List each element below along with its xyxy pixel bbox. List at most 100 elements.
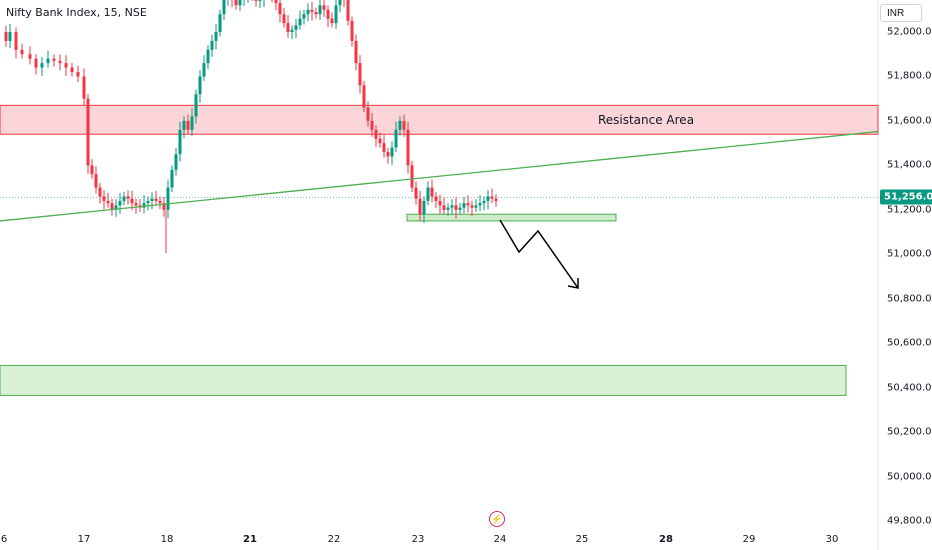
candle-body: [350, 20, 354, 41]
candle-body: [134, 203, 138, 206]
candle-body: [414, 187, 418, 199]
price-tick-label: 50,600.00: [887, 337, 932, 349]
time-tick-label: 28: [659, 534, 673, 545]
arrow-head: [567, 278, 579, 289]
candle-body: [234, 0, 238, 6]
candle-body: [122, 196, 126, 201]
candle-body: [314, 11, 318, 15]
candle-body: [158, 200, 162, 204]
candle-body: [90, 165, 94, 175]
time-tick-label: 23: [411, 534, 425, 545]
candle-body: [430, 187, 434, 197]
candle-body: [28, 54, 32, 59]
time-tick-label: 30: [825, 534, 839, 545]
candle-body: [330, 18, 334, 24]
candle-body: [470, 205, 474, 208]
candle-body: [326, 9, 330, 19]
currency-button[interactable]: INR: [880, 4, 922, 22]
candle-body: [358, 63, 362, 86]
candle-body: [298, 18, 302, 26]
candle-body: [182, 120, 186, 130]
price-tick-label: 50,800.00: [887, 293, 932, 305]
candle-body: [286, 23, 290, 32]
candle-body: [346, 0, 350, 21]
candle-body: [442, 205, 446, 210]
candle-body: [290, 29, 294, 32]
candle-body: [146, 200, 150, 204]
time-tick-label: 22: [327, 534, 341, 545]
support-zone-far: [0, 364, 847, 396]
time-tick-label: 29: [742, 534, 756, 545]
candle-body: [178, 129, 182, 155]
price-tick-label: 51,800.00: [887, 70, 932, 82]
candle-body: [64, 63, 68, 68]
candle-body: [46, 58, 50, 64]
price-tick-label: 52,000.00: [887, 26, 932, 38]
candle-body: [294, 25, 298, 30]
time-tick-label: 21: [243, 534, 257, 545]
price-tick-label: 50,000.00: [887, 471, 932, 483]
candle-body: [106, 200, 110, 204]
candle-body: [366, 107, 370, 121]
price-tick-label: 51,000.00: [887, 248, 932, 260]
candle-body: [402, 120, 406, 130]
candle-body: [206, 49, 210, 64]
candle-body: [318, 5, 322, 15]
candle-body: [40, 63, 44, 68]
time-tick-label: 24: [493, 534, 507, 545]
candle-body: [274, 0, 278, 4]
candle-body: [222, 0, 226, 15]
candle-body: [150, 198, 154, 201]
price-tick-label: 49,800.00: [887, 515, 932, 527]
price-tick-label: 50,400.00: [887, 382, 932, 394]
candle-body: [302, 14, 306, 19]
candle-body: [70, 67, 74, 73]
lightning-icon[interactable]: ⚡: [489, 511, 505, 527]
candle-body: [4, 32, 8, 41]
candle-body: [76, 72, 80, 77]
candle-body: [110, 203, 114, 210]
candle-body: [386, 152, 390, 157]
candle-body: [494, 198, 498, 201]
candle-body: [418, 198, 422, 215]
candle-body: [354, 40, 358, 64]
candle-body: [378, 138, 382, 144]
candle-body: [130, 198, 134, 204]
candle-body: [374, 129, 378, 139]
candle-body: [482, 200, 486, 204]
candle-body: [52, 58, 56, 61]
candle-body: [362, 85, 366, 108]
candle-body: [14, 32, 18, 50]
candle-body: [370, 120, 374, 130]
candle-body: [258, 0, 262, 1]
candle-body: [410, 165, 414, 188]
time-tick-label: 17: [77, 534, 91, 545]
time-tick-label: 25: [575, 534, 589, 545]
candle-body: [86, 98, 90, 166]
symbol-title: Nifty Bank Index, 15, NSE: [6, 6, 147, 19]
candle-body: [20, 49, 24, 55]
candle-body: [450, 205, 454, 208]
candle-body: [434, 196, 438, 201]
candle-body: [422, 200, 426, 215]
candle-body: [218, 14, 222, 32]
candle-body: [94, 174, 98, 188]
candle-body: [186, 120, 190, 130]
candle-body: [474, 205, 478, 208]
candle-body: [58, 60, 62, 64]
candle-body: [210, 40, 214, 50]
support-zone-near: [406, 213, 617, 222]
candle-body: [190, 116, 194, 130]
candle-body: [458, 207, 462, 210]
price-tick-label: 50,200.00: [887, 426, 932, 438]
candle-body: [438, 200, 442, 206]
candle-body: [490, 196, 494, 199]
candle-body: [338, 0, 342, 6]
candle-body: [118, 200, 122, 206]
time-tick-label: 6: [0, 534, 8, 545]
candle-body: [486, 196, 490, 201]
candle-body: [446, 207, 450, 210]
candle-body: [322, 5, 326, 10]
candle-body: [198, 76, 202, 95]
